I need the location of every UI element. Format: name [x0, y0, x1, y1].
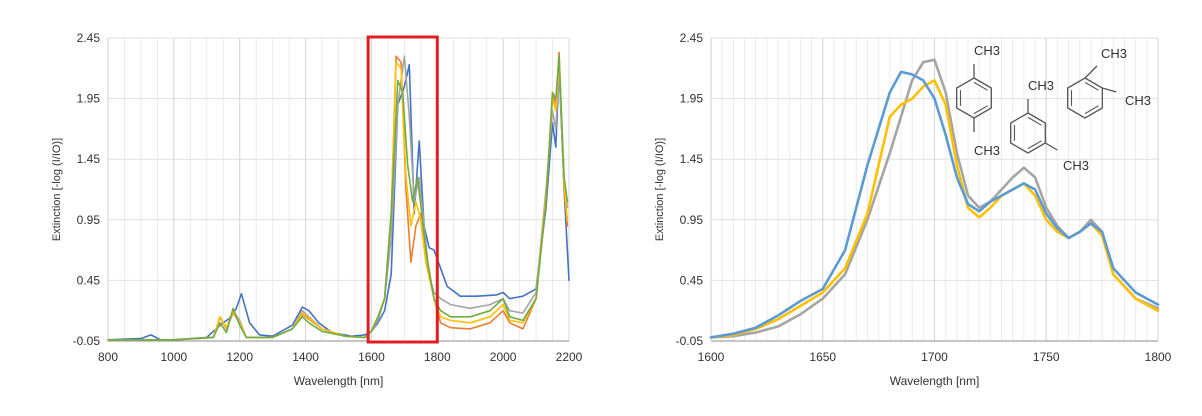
meta-xylene-side-methyl-label: CH3 [1063, 158, 1089, 173]
series-line-2 [107, 51, 569, 341]
y-tick-label: 0.95 [680, 213, 704, 227]
ortho-xylene-top-methyl-label: CH3 [1101, 46, 1127, 61]
overview-spectrum-chart: 800 1000 1200 1400 1600 1800 2000 2200 -0.05 0.45… [51, 31, 583, 388]
grid [107, 37, 570, 342]
x-tick-label: 1650 [809, 350, 836, 364]
x-tick-label: 1700 [921, 350, 948, 364]
y-tick-label: 0.45 [680, 273, 704, 287]
y-tick-label: 1.45 [77, 152, 101, 166]
para-xylene-double-bond [973, 81, 988, 91]
meta-xylene-double-bond [1027, 116, 1042, 126]
y-axis-title: Extinction [-log (I/IO)] [51, 138, 63, 241]
zoomed-spectrum-chart: 1600 1650 1700 1750 1800 -0.05 0.45 0.95 1.45 1.9… [654, 31, 1172, 388]
para-xylene-bottom-methyl-label: CH3 [974, 143, 1000, 158]
y-tick-label: -0.05 [676, 334, 704, 348]
y-tick-label: 2.45 [680, 31, 704, 45]
y-tick-label: 0.95 [77, 213, 101, 227]
x-axis-title: Wavelength [nm] [890, 374, 980, 388]
para-xylene-top-methyl-label: CH3 [974, 43, 1000, 58]
meta-xylene-ring [1010, 112, 1046, 154]
ortho-xylene-side-methyl-bond [1102, 87, 1117, 93]
y-tick-label: 0.45 [77, 273, 101, 287]
x-tick-label: 1800 [424, 350, 451, 364]
molecule-structures: CH3 CH3 CH3 CH3 CH3 CH3 [956, 43, 1151, 173]
y-tick-label: 1.45 [680, 152, 704, 166]
series-line-4 [107, 57, 569, 341]
x-tick-label: 2000 [490, 350, 517, 364]
y-tick-label: 1.95 [77, 92, 101, 106]
y-tick-label: 2.45 [77, 31, 101, 45]
para-xylene-double-bond [973, 105, 988, 115]
x-axis-title: Wavelength [nm] [294, 374, 384, 388]
y-tick-label: 1.95 [680, 92, 704, 106]
y-axis-title: Extinction [-log (I/IO)] [654, 138, 666, 241]
meta-xylene-side-methyl-bond [1044, 142, 1058, 151]
x-tick-label: 1400 [292, 350, 319, 364]
x-tick-label: 1200 [226, 350, 253, 364]
ortho-xylene-side-methyl-label: CH3 [1125, 93, 1151, 108]
series-line-5 [107, 55, 569, 341]
series-line-3 [709, 70, 1160, 339]
x-tick-label: 1000 [161, 350, 188, 364]
y-tick-label: -0.05 [73, 334, 101, 348]
x-tick-label: 1750 [1033, 350, 1060, 364]
x-tick-label: 1600 [698, 350, 725, 364]
highlight-box [366, 35, 439, 344]
ortho-xylene-double-bond [1084, 105, 1099, 115]
x-tick-label: 1600 [358, 350, 385, 364]
ortho-xylene-top-methyl-bond [1084, 65, 1098, 79]
para-xylene-ring [956, 77, 992, 119]
meta-xylene-double-bond [1027, 140, 1042, 150]
x-tick-label: 2200 [556, 350, 583, 364]
x-tick-label: 800 [98, 350, 118, 364]
meta-xylene-top-methyl-label: CH3 [1028, 78, 1054, 93]
x-tick-label: 1800 [1145, 350, 1172, 364]
ortho-xylene-ring [1067, 77, 1103, 119]
ortho-xylene-double-bond [1084, 81, 1099, 91]
